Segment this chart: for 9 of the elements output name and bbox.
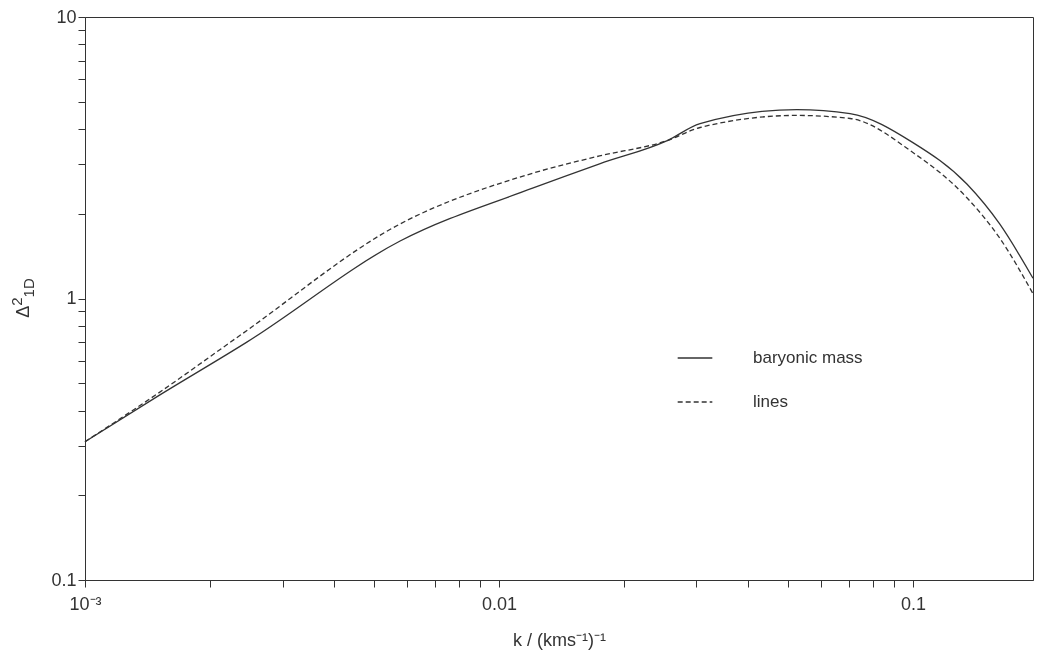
y-tick-label: 0.1 bbox=[51, 569, 77, 590]
x-axis-title: k / (kms⁻¹)⁻¹ bbox=[513, 629, 606, 650]
y-tick-label: 10 bbox=[56, 6, 77, 27]
legend-label: lines bbox=[753, 392, 788, 411]
x-tick-label: 10⁻³ bbox=[69, 593, 102, 614]
y-tick-label: 1 bbox=[66, 288, 77, 308]
x-tick-label: 0.01 bbox=[481, 593, 517, 614]
x-tick-label: 0.1 bbox=[900, 593, 926, 614]
legend-label: baryonic mass bbox=[753, 348, 863, 367]
